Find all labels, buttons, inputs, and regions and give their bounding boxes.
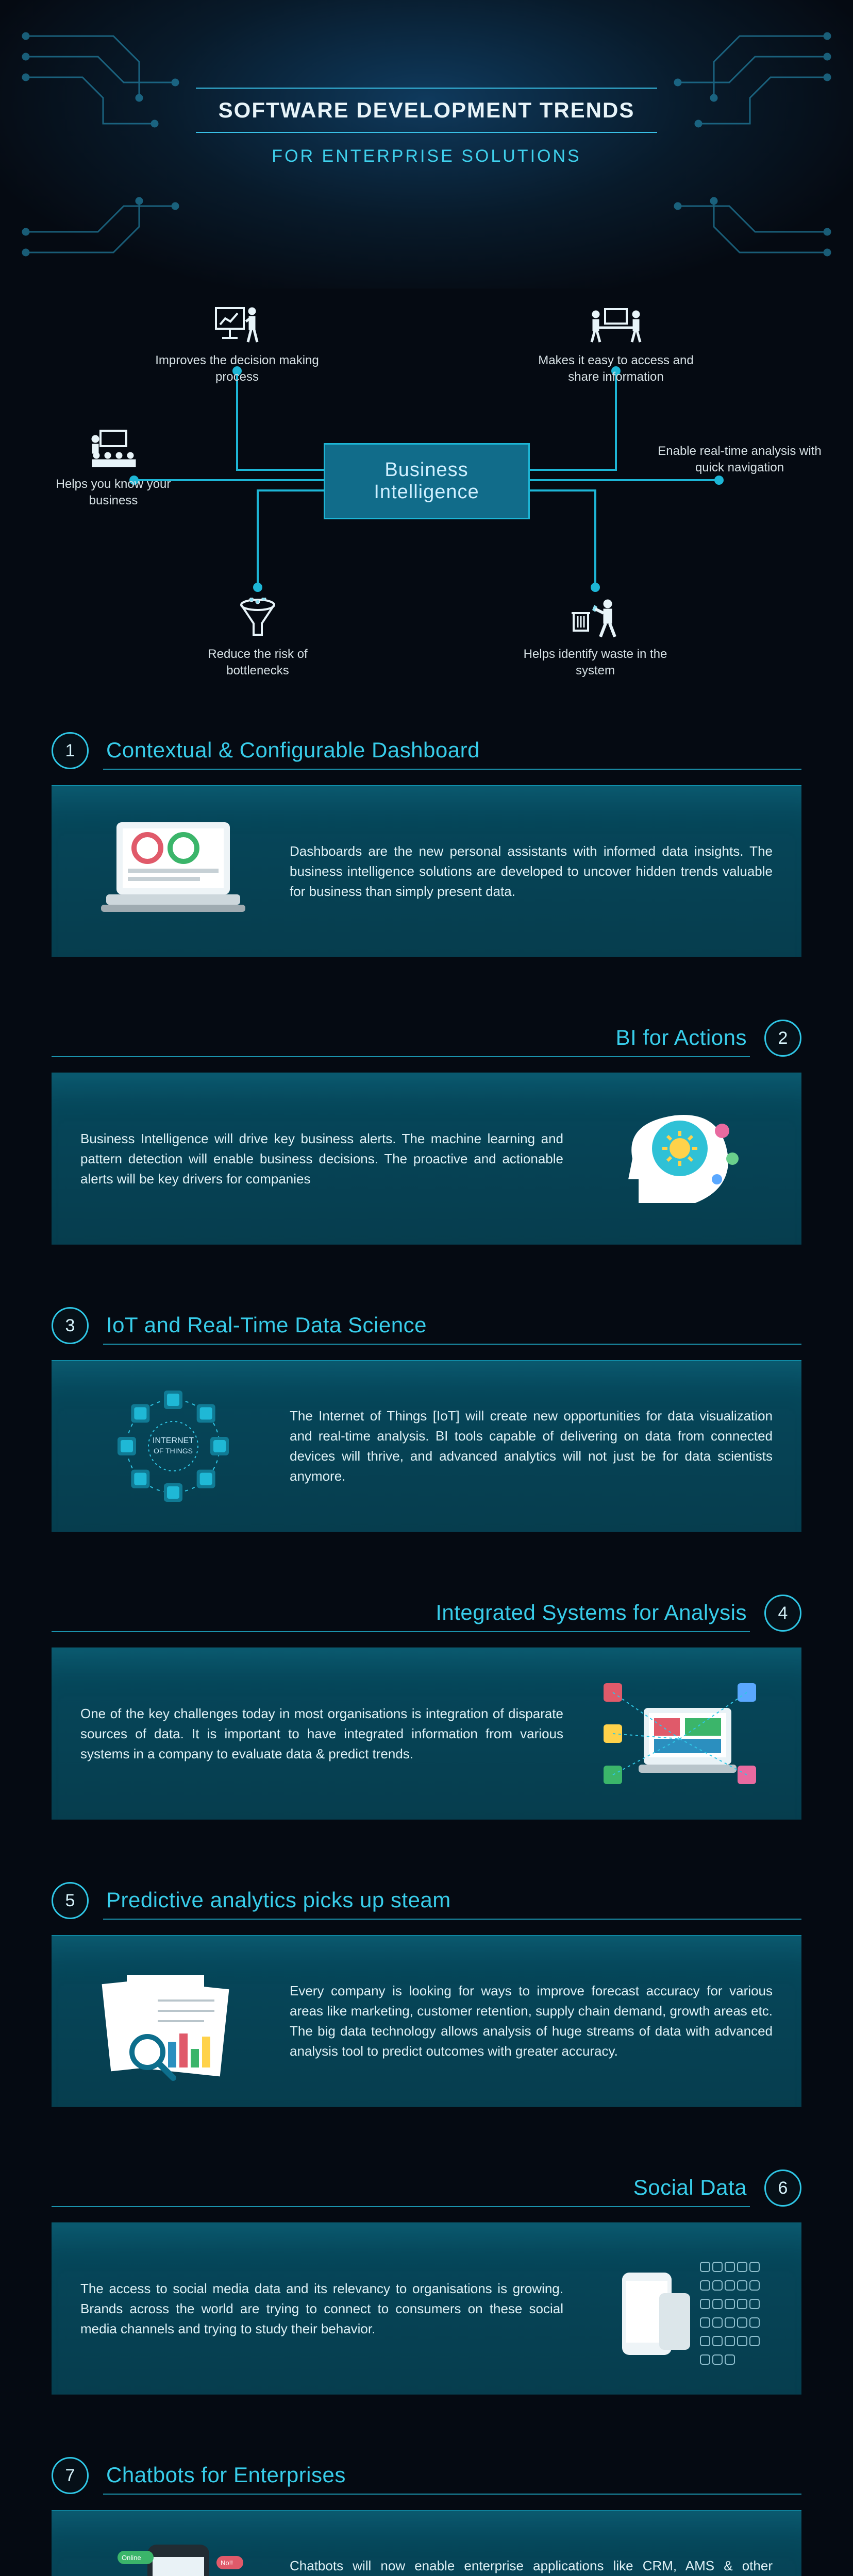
bi-feature-text: Enable real-time analysis with quick nav…	[657, 443, 822, 477]
section-illustration-icon: OnlineHelloNo!!ByeDone	[80, 2534, 266, 2576]
header: SOFTWARE DEVELOPMENT TRENDS FOR ENTERPRI…	[0, 0, 853, 289]
section-body: The access to social media data and its …	[80, 2279, 563, 2339]
share-desk-icon	[533, 299, 698, 345]
main-title: SOFTWARE DEVELOPMENT TRENDS	[196, 88, 658, 133]
section-title: Predictive analytics picks up steam	[106, 1888, 451, 1912]
section-number: 4	[764, 1595, 801, 1632]
section: 2 BI for Actions Business Intelligence w…	[0, 998, 853, 1286]
section: 5 Predictive analytics picks up steam Ev…	[0, 1861, 853, 2148]
section-title-wrap: Integrated Systems for Analysis	[52, 1594, 750, 1632]
section-header: 3 IoT and Real-Time Data Science	[52, 1307, 801, 1345]
section: 6 Social Data The access to social media…	[0, 2148, 853, 2436]
section-illustration-icon	[587, 1097, 773, 1221]
section-number: 6	[764, 2170, 801, 2207]
business-intelligence-map: Business Intelligence Improves the decis…	[0, 289, 853, 711]
section-illustration-icon	[587, 1672, 773, 1795]
funnel-icon	[175, 592, 340, 639]
section-card: OnlineHelloNo!!ByeDone Chatbots will now…	[52, 2510, 801, 2576]
bi-feature: Helps identify waste in the system	[513, 592, 678, 680]
section-card: INTERNET OF THINGS The Internet of Things…	[52, 1360, 801, 1532]
section-body: Dashboards are the new personal assistan…	[290, 841, 773, 902]
section-header: 1 Contextual & Configurable Dashboard	[52, 732, 801, 770]
section: 3 IoT and Real-Time Data Science INTERNE…	[0, 1286, 853, 1573]
section-title: Chatbots for Enterprises	[106, 2463, 346, 2487]
section: 7 Chatbots for Enterprises OnlineHelloNo…	[0, 2436, 853, 2576]
section: 4 Integrated Systems for Analysis One of…	[0, 1573, 853, 1861]
circuit-decoration-icon	[21, 165, 237, 268]
section-number: 3	[52, 1307, 89, 1344]
section-body: Chatbots will now enable enterprise appl…	[290, 2556, 773, 2576]
section-title-wrap: IoT and Real-Time Data Science	[103, 1307, 801, 1345]
bi-feature: Makes it easy to access and share inform…	[533, 299, 698, 386]
section-number: 7	[52, 2457, 89, 2494]
section: 1 Contextual & Configurable Dashboard Da…	[0, 711, 853, 998]
bi-feature-text: Improves the decision making process	[155, 352, 320, 386]
section-illustration-icon: INTERNET OF THINGS	[80, 1384, 266, 1508]
section-body: One of the key challenges today in most …	[80, 1704, 563, 1764]
bi-feature-text: Helps identify waste in the system	[513, 646, 678, 680]
bi-feature-text: Helps you know your business	[31, 476, 196, 510]
bi-feature-text: Reduce the risk of bottlenecks	[175, 646, 340, 680]
section-illustration-icon	[80, 809, 266, 933]
bi-feature: Reduce the risk of bottlenecks	[175, 592, 340, 680]
section-title-wrap: BI for Actions	[52, 1019, 750, 1057]
section-header: 4 Integrated Systems for Analysis	[52, 1594, 801, 1632]
section-title-wrap: Chatbots for Enterprises	[103, 2456, 801, 2495]
section-title: Integrated Systems for Analysis	[436, 1600, 747, 1624]
section-header: 6 Social Data	[52, 2169, 801, 2207]
svg-text:Online: Online	[122, 2554, 141, 2562]
svg-text:OF THINGS: OF THINGS	[154, 1447, 193, 1455]
svg-text:INTERNET: INTERNET	[153, 1436, 194, 1445]
circuit-decoration-icon	[616, 165, 832, 268]
section-title: IoT and Real-Time Data Science	[106, 1313, 427, 1337]
bi-center-box: Business Intelligence	[324, 443, 530, 519]
section-card: Business Intelligence will drive key bus…	[52, 1073, 801, 1245]
presentation-icon	[155, 299, 320, 345]
section-number: 5	[52, 1882, 89, 1919]
bi-feature: Helps you know your business	[31, 422, 196, 510]
section-illustration-icon	[80, 1959, 266, 2083]
section-title-wrap: Social Data	[52, 2169, 750, 2207]
section-title: BI for Actions	[616, 1025, 747, 1049]
section-title-wrap: Contextual & Configurable Dashboard	[103, 732, 801, 770]
section-body: The Internet of Things [IoT] will create…	[290, 1406, 773, 1486]
waste-person-icon	[513, 592, 678, 639]
section-header: 7 Chatbots for Enterprises	[52, 2456, 801, 2495]
infographic-root: SOFTWARE DEVELOPMENT TRENDS FOR ENTERPRI…	[0, 0, 853, 2576]
section-card: Every company is looking for ways to imp…	[52, 1935, 801, 2107]
bi-feature: Improves the decision making process	[155, 299, 320, 386]
section-body: Every company is looking for ways to imp…	[290, 1981, 773, 2061]
section-number: 2	[764, 1020, 801, 1057]
section-body: Business Intelligence will drive key bus…	[80, 1129, 563, 1189]
section-title: Contextual & Configurable Dashboard	[106, 738, 480, 762]
bi-feature-text: Makes it easy to access and share inform…	[533, 352, 698, 386]
section-header: 5 Predictive analytics picks up steam	[52, 1882, 801, 1920]
section-title: Social Data	[633, 2175, 747, 2199]
bi-feature: Enable real-time analysis with quick nav…	[657, 443, 822, 477]
section-number: 1	[52, 732, 89, 769]
section-illustration-icon	[587, 2247, 773, 2370]
section-card: Dashboards are the new personal assistan…	[52, 785, 801, 957]
svg-text:No!!: No!!	[221, 2559, 233, 2567]
sections-container: 1 Contextual & Configurable Dashboard Da…	[0, 711, 853, 2576]
section-card: The access to social media data and its …	[52, 2223, 801, 2395]
section-header: 2 BI for Actions	[52, 1019, 801, 1057]
section-card: One of the key challenges today in most …	[52, 1648, 801, 1820]
audience-icon	[31, 422, 196, 469]
subtitle: FOR ENTERPRISE SOLUTIONS	[190, 146, 664, 166]
section-title-wrap: Predictive analytics picks up steam	[103, 1882, 801, 1920]
